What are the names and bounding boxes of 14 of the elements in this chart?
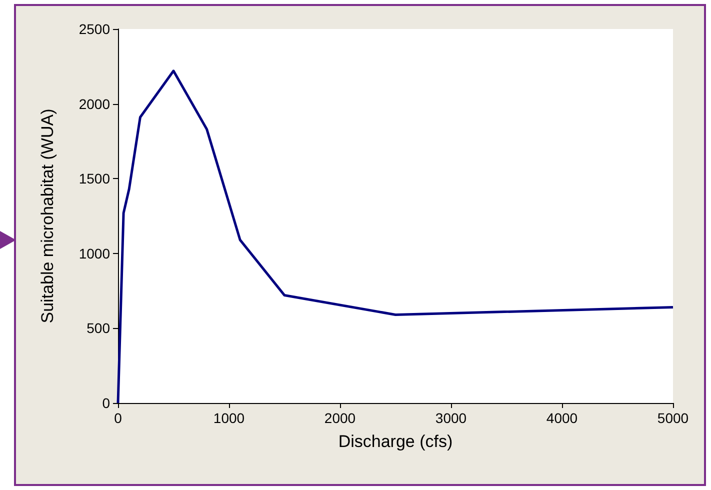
x-tick-label: 5000 bbox=[657, 410, 689, 426]
x-tick-label: 1000 bbox=[213, 410, 245, 426]
y-tick-label: 1000 bbox=[78, 245, 110, 262]
y-tick-label: 1500 bbox=[78, 170, 110, 187]
x-tick-label: 0 bbox=[114, 410, 122, 426]
x-tick-label: 2000 bbox=[324, 410, 356, 426]
y-tick-label: 2000 bbox=[78, 96, 110, 112]
x-tick-label: 3000 bbox=[435, 410, 467, 426]
y-tick-label: 2500 bbox=[78, 21, 110, 37]
x-axis-title: Discharge (cfs) bbox=[338, 432, 453, 451]
y-axis-title: Suitable microhabitat (WUA) bbox=[38, 108, 57, 324]
x-tick-label: 4000 bbox=[546, 410, 578, 426]
y-tick-label: 0 bbox=[102, 395, 110, 411]
y-tick-label: 500 bbox=[86, 320, 110, 336]
